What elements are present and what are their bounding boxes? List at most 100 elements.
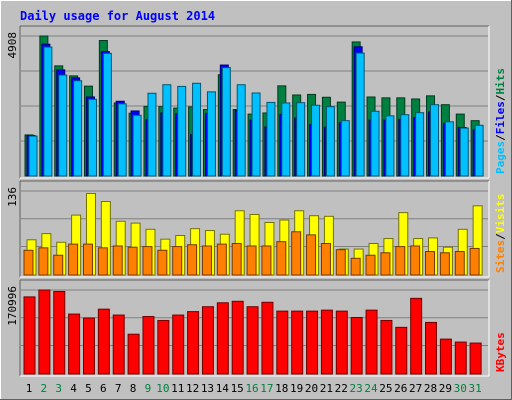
legend-pages: Pages xyxy=(494,141,507,174)
bar-pages-day-8 xyxy=(132,114,142,177)
bar-sites-day-11 xyxy=(172,246,183,276)
bar-pages-day-16 xyxy=(251,92,261,177)
bar-pages-day-3 xyxy=(58,74,68,177)
bar-pages-day-18 xyxy=(281,102,291,177)
bar-kbytes-day-8 xyxy=(127,333,140,375)
bar-pages-day-14 xyxy=(221,67,231,177)
bar-kbytes-day-22 xyxy=(335,310,348,375)
day-label-13: 13 xyxy=(201,382,214,395)
day-label-31: 31 xyxy=(469,382,482,395)
day-label-2: 2 xyxy=(41,382,48,395)
day-label-9: 9 xyxy=(145,382,152,395)
pages-files-hits-legend: Pages/Files/Hits xyxy=(494,68,507,174)
bar-kbytes-day-7 xyxy=(112,314,125,375)
bar-kbytes-day-16 xyxy=(246,306,259,375)
day-axis-labels: 1 2 3 4 5 6 7 8 9 10 11 12 13 14 15 16 17 18 19 20 21 22 23 24 2… xyxy=(26,382,482,395)
bar-kbytes-day-27 xyxy=(410,297,423,375)
pages-files-hits-ymax-label: 4908 xyxy=(6,32,19,59)
bar-pages-day-31 xyxy=(474,124,484,177)
bar-sites-day-16 xyxy=(246,245,257,276)
bar-pages-day-1 xyxy=(28,135,38,177)
bar-sites-day-10 xyxy=(157,249,168,276)
day-label-6: 6 xyxy=(100,382,107,395)
bar-kbytes-day-11 xyxy=(172,314,185,375)
legend-files: Files xyxy=(494,101,507,134)
visits-sites-bars xyxy=(23,192,483,276)
day-label-30: 30 xyxy=(454,382,467,395)
bar-pages-day-28 xyxy=(430,104,440,177)
day-label-26: 26 xyxy=(394,382,407,395)
visits-sites-legend: Sites/Visits xyxy=(494,194,507,274)
bar-sites-day-19 xyxy=(291,231,302,276)
pages-files-hits-bars xyxy=(24,35,484,177)
bar-pages-day-13 xyxy=(206,91,216,177)
day-label-21: 21 xyxy=(320,382,333,395)
bar-kbytes-day-18 xyxy=(276,310,289,375)
bar-pages-day-22 xyxy=(340,120,350,177)
bar-sites-day-1 xyxy=(23,249,34,276)
day-label-16: 16 xyxy=(245,382,258,395)
day-label-18: 18 xyxy=(275,382,288,395)
bar-sites-day-2 xyxy=(38,247,49,276)
bar-sites-day-21 xyxy=(320,243,331,276)
day-label-12: 12 xyxy=(186,382,199,395)
bar-sites-day-20 xyxy=(306,234,317,276)
bar-pages-day-24 xyxy=(370,110,380,177)
day-label-19: 19 xyxy=(290,382,303,395)
bar-pages-day-10 xyxy=(162,84,172,177)
day-label-29: 29 xyxy=(439,382,452,395)
bar-kbytes-day-17 xyxy=(261,301,274,375)
bar-kbytes-day-13 xyxy=(201,306,214,375)
bar-sites-day-5 xyxy=(82,243,93,276)
day-label-27: 27 xyxy=(409,382,422,395)
legend-separator: / xyxy=(494,94,507,101)
legend-visits: Visits xyxy=(494,194,507,234)
day-label-15: 15 xyxy=(231,382,244,395)
bar-kbytes-day-29 xyxy=(439,338,452,375)
bar-sites-day-4 xyxy=(68,243,79,276)
bar-sites-day-28 xyxy=(425,251,436,276)
legend-text: Sites/Visits xyxy=(494,194,507,274)
bar-sites-day-7 xyxy=(112,245,123,276)
bar-pages-day-21 xyxy=(325,106,335,177)
visits-sites-ymax-label: 136 xyxy=(6,187,19,207)
bar-sites-day-9 xyxy=(142,246,153,276)
bar-sites-day-23 xyxy=(350,257,361,276)
day-label-4: 4 xyxy=(70,382,77,395)
day-label-11: 11 xyxy=(171,382,184,395)
bar-pages-day-5 xyxy=(87,98,97,177)
bar-kbytes-day-9 xyxy=(142,316,155,375)
bar-pages-day-15 xyxy=(236,84,246,177)
bar-pages-day-25 xyxy=(385,115,395,177)
legend-kbytes: KBytes xyxy=(494,332,507,372)
bar-kbytes-day-14 xyxy=(216,302,229,375)
bar-sites-day-22 xyxy=(335,249,346,276)
bar-sites-day-17 xyxy=(261,245,272,276)
legend-text: KBytes xyxy=(494,332,507,372)
day-label-17: 17 xyxy=(260,382,273,395)
day-label-7: 7 xyxy=(115,382,122,395)
day-label-8: 8 xyxy=(130,382,137,395)
bar-kbytes-day-19 xyxy=(291,310,304,375)
bar-sites-day-26 xyxy=(395,246,406,276)
bar-pages-day-27 xyxy=(415,112,425,177)
bar-kbytes-day-5 xyxy=(82,317,95,375)
bar-pages-day-12 xyxy=(192,82,202,177)
bar-pages-day-19 xyxy=(296,102,306,177)
bar-kbytes-day-21 xyxy=(320,309,333,375)
bar-sites-day-30 xyxy=(454,251,465,276)
bar-sites-day-12 xyxy=(187,244,198,276)
bar-sites-day-24 xyxy=(365,254,376,276)
bar-kbytes-day-2 xyxy=(38,289,51,375)
bar-pages-day-6 xyxy=(102,52,112,177)
bar-sites-day-18 xyxy=(276,241,287,276)
bar-kbytes-day-12 xyxy=(187,311,200,375)
bar-pages-day-23 xyxy=(355,52,365,177)
bar-sites-day-31 xyxy=(469,247,480,276)
bar-kbytes-day-15 xyxy=(231,300,244,375)
bar-pages-day-26 xyxy=(400,114,410,177)
kbytes-ymax-label: 170996 xyxy=(6,286,19,326)
day-label-1: 1 xyxy=(26,382,33,395)
bar-pages-day-4 xyxy=(73,80,83,177)
